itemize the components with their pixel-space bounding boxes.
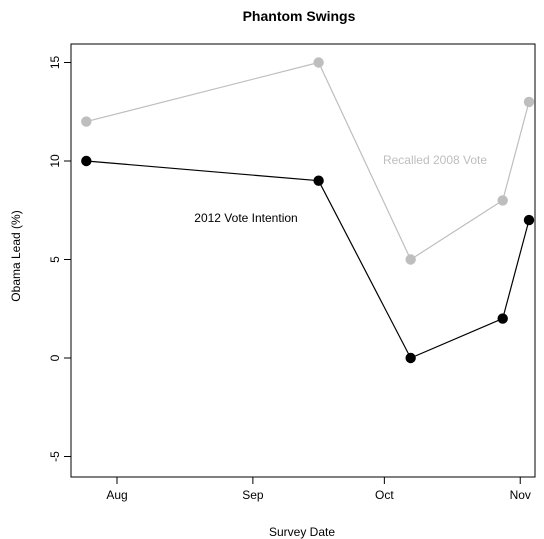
series-1: Recalled 2008 Vote	[81, 57, 535, 265]
series-label: 2012 Vote Intention	[194, 211, 297, 225]
x-axis: Aug Sep Oct Nov	[106, 476, 531, 502]
y-tick-label: 15	[48, 56, 62, 70]
data-point	[497, 195, 508, 206]
data-point	[523, 214, 535, 226]
data-point	[313, 57, 324, 68]
data-point	[81, 155, 92, 167]
x-tick-label: Sep	[242, 488, 264, 502]
y-tick-label: 10	[48, 154, 62, 168]
x-tick-label: Aug	[106, 488, 127, 502]
data-point	[313, 175, 324, 186]
chart-title: Phantom Swings	[243, 8, 356, 24]
data-point	[405, 254, 416, 265]
y-tick-label: 5	[48, 256, 62, 263]
series-line	[86, 160, 530, 359]
series-label: Recalled 2008 Vote	[383, 153, 487, 167]
data-point	[497, 313, 508, 324]
data-point	[81, 116, 92, 127]
series-2: 2012 Vote Intention	[81, 155, 535, 364]
x-tick-label: Nov	[510, 488, 531, 502]
x-tick-label: Oct	[375, 488, 394, 502]
y-tick-label: -5	[48, 451, 62, 462]
y-axis: -5 0 5 10 15	[48, 56, 72, 462]
data-point	[405, 352, 416, 364]
series-layer: Recalled 2008 Vote 2012 Vote Intention	[81, 57, 535, 364]
y-axis-label: Obama Lead (%)	[9, 210, 23, 301]
plot-frame	[70, 43, 536, 478]
data-point	[523, 96, 535, 108]
y-tick-label: 0	[48, 354, 62, 361]
x-axis-label: Survey Date	[269, 525, 335, 539]
